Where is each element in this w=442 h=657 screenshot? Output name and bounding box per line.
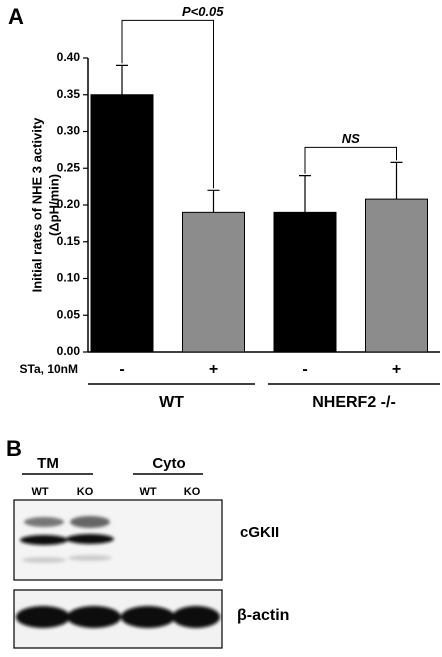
y-tick-label: 0.40 [57, 50, 81, 64]
y-tick-label: 0.20 [57, 197, 81, 211]
blot-group-label: Cyto [152, 455, 185, 472]
error-bar [390, 161, 403, 200]
group-label: WT [159, 394, 184, 411]
lane-label: KO [184, 486, 201, 498]
bar [182, 211, 245, 353]
y-tick-label: 0.00 [57, 344, 81, 358]
y-tick-label: 0.25 [57, 160, 81, 174]
bar [365, 198, 428, 353]
x-tick-label: + [209, 361, 218, 378]
panel-label: A [8, 4, 24, 29]
y-tick-label: 0.30 [57, 124, 81, 138]
bar [273, 211, 337, 353]
bar [90, 94, 154, 353]
group-label: NHERF2 -/- [312, 394, 396, 411]
x-row-label: STa, 10nM [20, 362, 78, 376]
blot-bands [20, 516, 114, 563]
y-axis-label: Initial rates of NHE 3 activity [29, 117, 44, 293]
panel-label: B [6, 436, 22, 461]
y-tick-label: 0.05 [57, 307, 81, 321]
blot-row-label: cGKII [240, 524, 279, 541]
bracket [304, 146, 397, 174]
error-bar [299, 175, 311, 213]
y-tick-label: 0.10 [57, 271, 81, 285]
error-bar [207, 189, 220, 213]
error-bar [116, 64, 128, 95]
lane-label: KO [77, 486, 94, 498]
blot-row-label: β-actin [237, 607, 289, 624]
blot-group-label: TM [37, 455, 59, 472]
lane-label: WT [139, 486, 156, 498]
bracket [121, 19, 214, 189]
x-tick-label: - [302, 361, 307, 378]
y-tick-label: 0.35 [57, 87, 81, 101]
annotation: NS [342, 131, 360, 146]
x-tick-label: + [392, 361, 401, 378]
y-tick-label: 0.15 [57, 234, 81, 248]
x-tick-label: - [119, 361, 124, 378]
blot-bands [16, 606, 220, 628]
lane-label: WT [31, 486, 48, 498]
annotation: P<0.05 [182, 4, 224, 19]
y-axis-label: (ΔpH/min) [46, 174, 61, 236]
